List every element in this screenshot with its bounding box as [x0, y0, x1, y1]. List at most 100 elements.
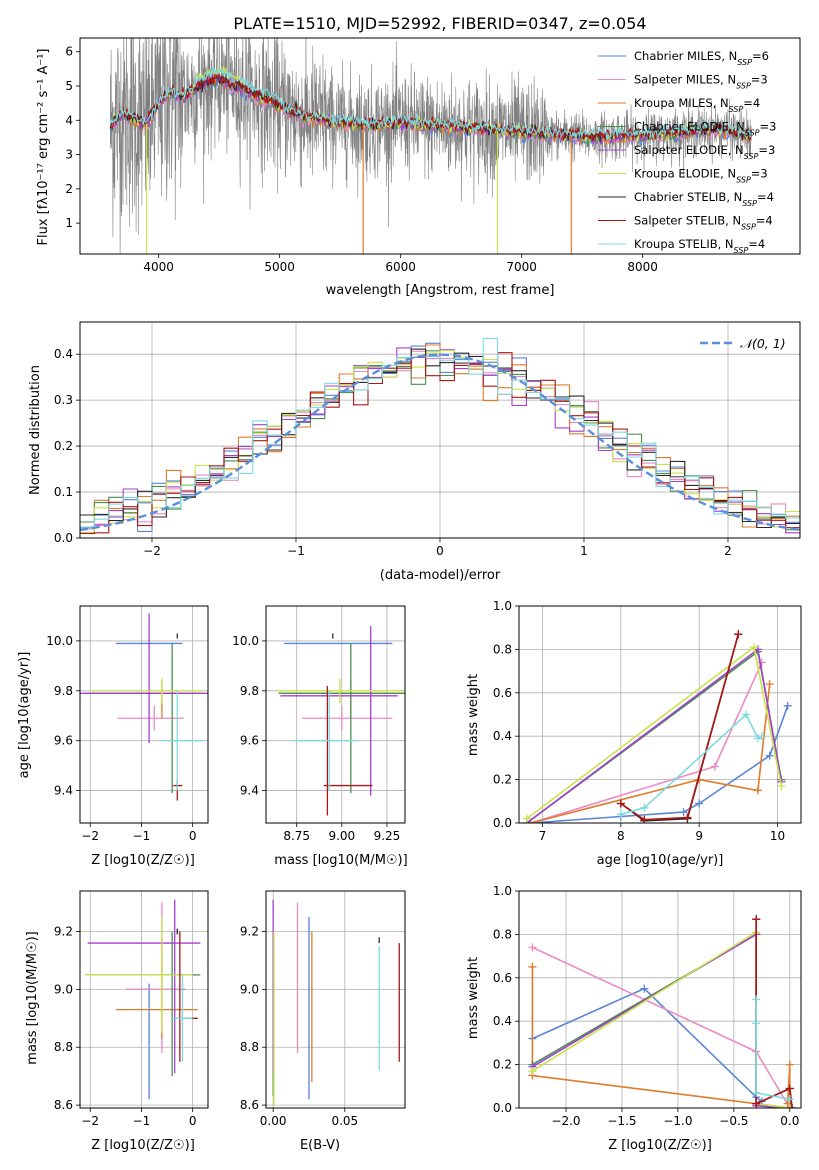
legend-label: Salpeter ELODIE, NSSP=3	[634, 143, 775, 161]
mass-weight-marker	[528, 962, 537, 971]
legend-label: Kroupa STELIB, NSSP=4	[634, 237, 765, 255]
mass-ebv-ytick-label: 8.8	[240, 1040, 259, 1054]
mass-ebv-ytick-label: 9.2	[240, 925, 259, 939]
legend-value: =3	[751, 73, 768, 87]
spectrum-xtick-label: 7000	[506, 260, 537, 274]
normal-curve	[80, 353, 800, 532]
mass-weight-marker	[710, 762, 719, 771]
legend-value: =3	[760, 120, 777, 134]
mass-weight-marker	[734, 630, 743, 639]
age-z-ytick-label: 9.4	[54, 784, 73, 798]
residuals-ytick-label: 0.1	[54, 485, 73, 499]
mass-weight-marker	[695, 799, 704, 808]
age-z-plot-area	[80, 613, 208, 801]
mass-z-ylabel: mass [log10(M/M☉)]	[25, 931, 40, 1064]
mw-z-plot-area	[528, 915, 797, 1108]
mass-z-axes: −2 −1 0 8.6 8.8 9.0 9.2	[54, 891, 208, 1128]
spectrum-plot-area	[109, 38, 752, 254]
spectrum-frame	[79, 37, 801, 255]
mass-weight-marker	[785, 1060, 794, 1069]
mass-weight-marker	[640, 803, 649, 812]
residuals-axes: −2 −1 0 1 2 0.0 0.1 0.2 0.3 0.4	[54, 322, 800, 558]
mass-weight-line	[531, 967, 791, 1108]
age-mass-xtick-label: 9.00	[328, 829, 355, 843]
residuals-plot-area	[80, 337, 800, 534]
age-z-ytick-label: 9.6	[54, 734, 73, 748]
residuals-xtick-label: 1	[580, 544, 588, 558]
mass-weight-marker	[742, 710, 751, 719]
legend-value: =4	[757, 190, 774, 204]
age-z-xlabel: Z [log10(Z/Z☉)]	[91, 853, 195, 868]
mass-weight-line	[526, 650, 783, 823]
spectrum-ytick-label: 6	[65, 45, 73, 59]
mw-age-ytick-label: 0.8	[493, 642, 512, 656]
mw-z-xlabel: Z [log10(Z/Z☉)]	[608, 1138, 712, 1153]
residuals-ytick-label: 0.3	[54, 393, 73, 407]
residuals-ytick-label: 0.2	[54, 439, 73, 453]
mass-weight-marker	[752, 1099, 761, 1108]
mass-weight-line	[530, 662, 763, 823]
mass-weight-marker	[752, 995, 761, 1004]
mass-weight-line	[620, 633, 740, 822]
mass-weight-marker	[522, 814, 531, 823]
mw-z-ytick-label: 1.0	[493, 884, 512, 898]
mass-weight-line	[530, 684, 771, 823]
residual-histogram	[80, 337, 800, 529]
mass-weight-marker	[785, 1084, 794, 1093]
mw-age-ytick-label: 0.0	[493, 816, 512, 830]
mass-weight-marker	[640, 984, 649, 993]
mass-weight-line	[620, 713, 763, 816]
mw-z-ytick-label: 0.2	[493, 1058, 512, 1072]
age-z-ytick-label: 10.0	[46, 634, 73, 648]
mass-weight-marker	[785, 1095, 794, 1104]
age-z-ylabel: age [log10(age/yr)]	[17, 652, 32, 779]
residuals-xtick-label: 0	[436, 544, 444, 558]
age-z-xtick-label: 0	[189, 829, 197, 843]
residuals-ytick-label: 0.0	[54, 531, 73, 545]
spectrum-model-line	[109, 65, 752, 141]
mw-age-plot-area	[522, 630, 792, 823]
mw-z-xtick-label: −0.5	[719, 1114, 748, 1128]
residuals-ylabel: Normed distribution	[28, 365, 43, 495]
age-mass-ytick-label: 9.8	[240, 684, 259, 698]
mw-age-xlabel: age [log10(age/yr)]	[597, 853, 724, 868]
mass-ebv-ytick-label: 9.0	[240, 982, 259, 996]
mass-weight-line	[755, 919, 793, 1108]
residuals-ytick-label: 0.4	[54, 347, 73, 361]
mass-weight-marker	[750, 643, 758, 652]
residual-histogram	[80, 352, 800, 534]
mw-z-ytick-label: 0.0	[493, 1101, 512, 1115]
legend-subscript: SSP	[737, 58, 752, 67]
mass-weight-marker	[683, 813, 692, 822]
mass-z-ytick-label: 8.8	[54, 1040, 73, 1054]
age-z-frame	[79, 605, 209, 824]
mass-weight-line	[532, 987, 763, 1103]
mass-z-plot-area	[85, 899, 201, 1100]
mass-weight-marker	[783, 1099, 792, 1108]
legend-label: Salpeter MILES, NSSP=3	[634, 73, 768, 91]
mw-z-ytick-label: 0.6	[493, 971, 512, 985]
residual-histogram	[80, 350, 800, 534]
mw-age-frame	[518, 605, 802, 824]
age-mass-xtick-label: 9.25	[374, 829, 401, 843]
mw-z-xtick-label: −2.0	[551, 1114, 580, 1128]
mass-ebv-xlabel: E(B-V)	[300, 1138, 340, 1153]
mw-age-ytick-label: 0.4	[493, 729, 512, 743]
mass-weight-marker	[616, 799, 625, 808]
mass-z-xlabel: Z [log10(Z/Z☉)]	[91, 1138, 195, 1153]
legend-subscript: SSP	[729, 105, 744, 114]
mass-weight-marker	[765, 751, 774, 760]
mass-z-xtick-label: 0	[189, 1114, 197, 1128]
age-mass-ytick-label: 9.6	[240, 734, 259, 748]
legend-label: Chabrier ELODIE, NSSP=3	[634, 120, 776, 138]
age-z-xtick-label: −1	[133, 829, 151, 843]
mass-weight-marker	[777, 782, 786, 791]
legend-value: =3	[758, 143, 775, 157]
mw-age-ytick-label: 0.6	[493, 686, 512, 700]
legend-value: =4	[748, 237, 765, 251]
spectrum-xtick-label: 6000	[385, 260, 416, 274]
spectrum-xtick-label: 4000	[143, 260, 174, 274]
legend-label: Chabrier STELIB, NSSP=4	[634, 190, 774, 208]
age-mass-frame	[265, 605, 406, 824]
